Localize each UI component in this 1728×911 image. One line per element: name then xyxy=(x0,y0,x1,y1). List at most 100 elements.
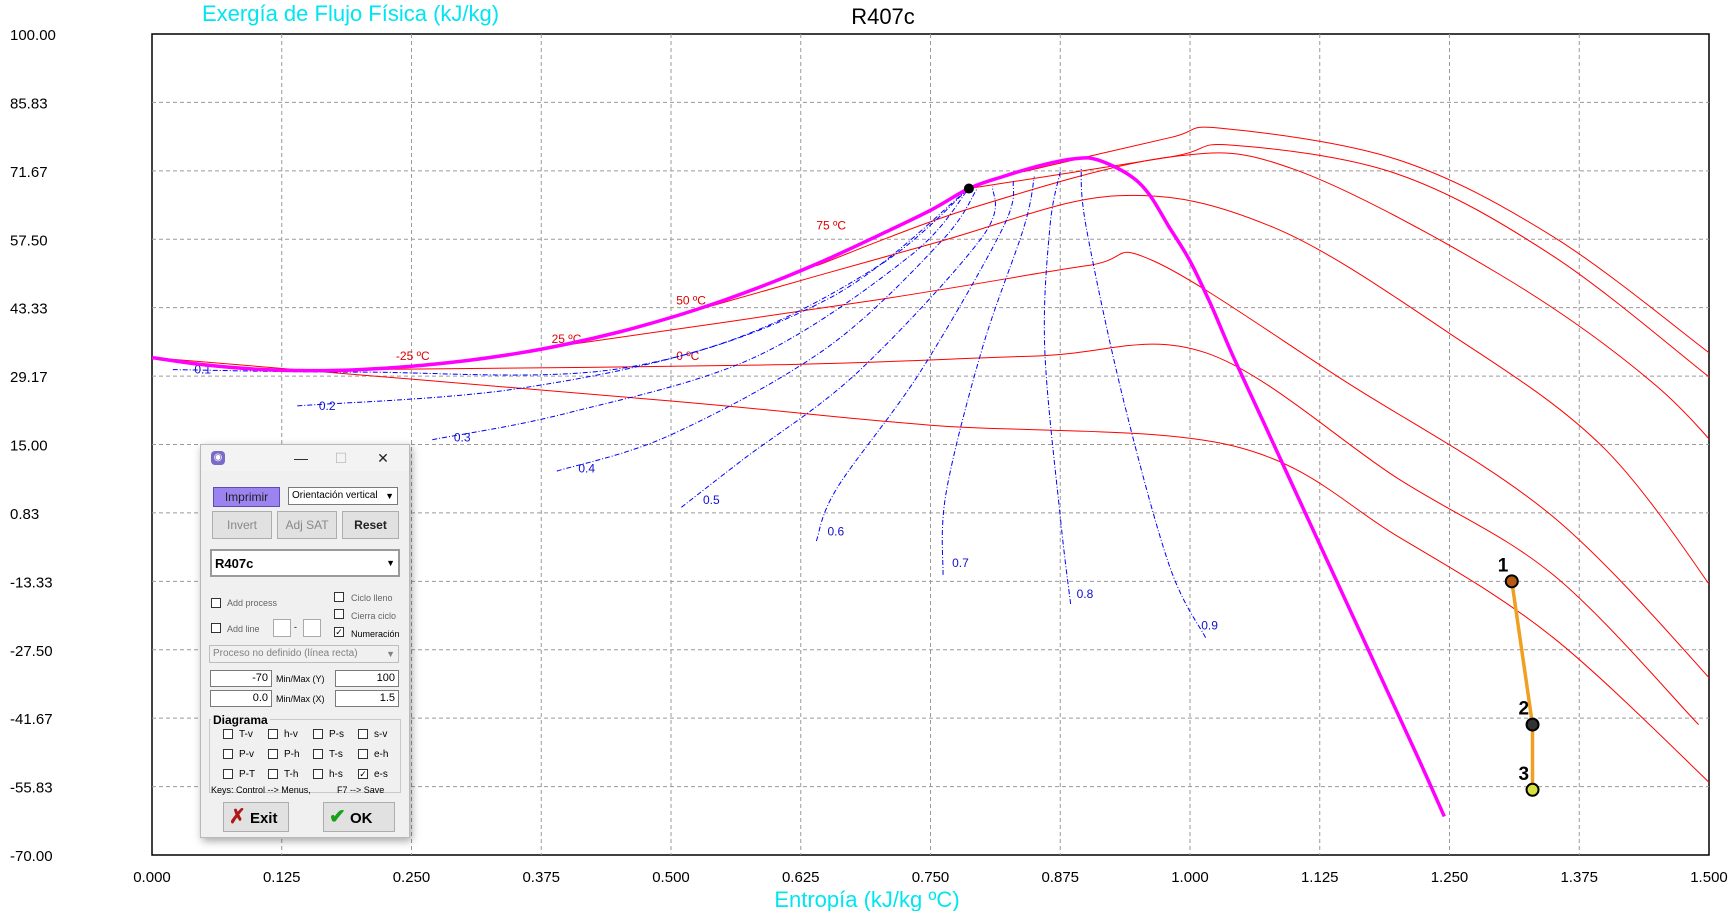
orientation-value: Orientación vertical xyxy=(292,490,378,501)
x-tick-label: 0.625 xyxy=(782,869,820,886)
diagram-checkbox-e-h[interactable] xyxy=(358,749,368,759)
quality-label: 0.9 xyxy=(1201,619,1218,633)
numeracion-checkbox[interactable]: ✓ xyxy=(334,627,344,637)
quality-line xyxy=(1043,171,1072,604)
orientation-select[interactable]: Orientación vertical ▼ xyxy=(288,487,398,505)
exit-label: Exit xyxy=(249,810,278,827)
settings-dialog: ◉ — ☐ ✕ Imprimir Orientación vertical ▼ … xyxy=(200,444,410,838)
x-tick-label: 1.125 xyxy=(1301,869,1339,886)
diagram-label: T-h xyxy=(284,769,299,780)
max-x-input[interactable]: 1.5 xyxy=(335,690,399,707)
y-tick-label: -70.00 xyxy=(10,848,53,865)
y-tick-label: 85.83 xyxy=(10,95,48,112)
app-logo-icon: ◉ xyxy=(211,451,225,465)
minmax-x-label: Min/Max (X) xyxy=(276,694,325,704)
diagram-group-title: Diagrama xyxy=(211,713,270,727)
diagram-label: h-v xyxy=(284,729,298,740)
y-tick-label: -13.33 xyxy=(10,574,53,591)
process-point xyxy=(1504,574,1519,589)
max-y-input[interactable]: 100 xyxy=(335,670,399,687)
diagram-checkbox-h-v[interactable] xyxy=(268,729,278,739)
diagram-checkbox-h-s[interactable] xyxy=(313,769,323,779)
diagram-checkbox-p-t[interactable] xyxy=(223,769,233,779)
fluid-select[interactable]: R407c ▼ xyxy=(210,549,400,577)
quality-line xyxy=(681,186,996,508)
diagram-checkbox-t-v[interactable] xyxy=(223,729,233,739)
quality-label: 0.3 xyxy=(454,430,471,444)
x-tick-label: 1.375 xyxy=(1560,869,1598,886)
invert-button[interactable]: Invert xyxy=(212,511,272,539)
diagram-checkbox-p-h[interactable] xyxy=(268,749,278,759)
add-process-checkbox[interactable] xyxy=(211,598,221,608)
min-y-input[interactable]: -70 xyxy=(210,670,272,687)
isotherm-line xyxy=(816,152,1709,440)
diagram-label: P-v xyxy=(239,749,254,760)
add-line-checkbox[interactable] xyxy=(211,623,221,633)
exit-button[interactable]: ✗ Exit xyxy=(223,802,289,832)
reset-button[interactable]: Reset xyxy=(342,511,399,539)
line-separator: - xyxy=(294,622,297,632)
diagram-label: T-s xyxy=(329,749,343,760)
close-button[interactable]: ✕ xyxy=(377,450,389,466)
x-tick-label: 1.000 xyxy=(1171,869,1209,886)
diagram-checkbox-e-s[interactable]: ✓ xyxy=(358,769,368,779)
diagram-label: e-s xyxy=(374,769,388,780)
quality-line xyxy=(556,188,978,472)
y-tick-label: -27.50 xyxy=(10,643,53,660)
diagram-checkbox-t-h[interactable] xyxy=(268,769,278,779)
diagram-checkbox-t-s[interactable] xyxy=(313,749,323,759)
isotherm-line xyxy=(670,194,1709,586)
critical-point xyxy=(963,183,974,194)
process-point xyxy=(1525,717,1540,732)
y-tick-label: 71.67 xyxy=(10,164,48,181)
process-point xyxy=(1525,782,1540,797)
x-tick-label: 1.500 xyxy=(1690,869,1728,886)
diagram-label: e-h xyxy=(374,749,389,760)
isotherm-line xyxy=(359,343,1699,725)
min-x-input[interactable]: 0.0 xyxy=(210,690,272,707)
isotherm-line xyxy=(968,144,1709,378)
quality-line xyxy=(172,188,970,376)
dialog-titlebar[interactable]: ◉ — ☐ ✕ xyxy=(201,445,409,471)
chevron-down-icon: ▼ xyxy=(386,558,395,568)
diagram-group xyxy=(209,719,401,793)
diagram-checkbox-p-s[interactable] xyxy=(313,729,323,739)
cierra-ciclo-label: Cierra ciclo xyxy=(351,611,397,621)
y-axis-title: Exergía de Flujo Física (kJ/kg) xyxy=(202,1,499,26)
ciclo-lleno-checkbox[interactable] xyxy=(334,592,344,602)
keys-hint: Keys: Control --> Menus, xyxy=(211,785,311,795)
quality-line xyxy=(432,188,970,441)
ok-button[interactable]: ✔ OK xyxy=(323,802,395,832)
fluid-value: R407c xyxy=(215,556,254,571)
add-line-label: Add line xyxy=(227,624,260,634)
y-tick-label: 43.33 xyxy=(10,301,48,318)
quality-label: 0.4 xyxy=(578,462,595,476)
x-axis-title: Entropía (kJ/kg ºC) xyxy=(774,887,959,911)
process-point-label: 2 xyxy=(1519,699,1530,720)
numeracion-label: Numeración xyxy=(351,629,400,639)
process-type-value: Proceso no definido (línea recta) xyxy=(213,648,358,659)
process-type-select: Proceso no definido (línea recta) ▼ xyxy=(209,645,399,663)
save-hint: F7 --> Save xyxy=(337,785,385,795)
y-tick-label: 57.50 xyxy=(10,232,48,249)
checkmark-icon: ✔ xyxy=(329,806,346,828)
x-tick-label: 0.250 xyxy=(393,869,431,886)
y-tick-label: -41.67 xyxy=(10,711,53,728)
diagram-checkbox-s-v[interactable] xyxy=(358,729,368,739)
cierra-ciclo-checkbox[interactable] xyxy=(334,609,344,619)
ok-label: OK xyxy=(349,810,373,827)
line-from-input[interactable] xyxy=(273,619,291,637)
x-tick-label: 0.875 xyxy=(1041,869,1079,886)
y-tick-label: 15.00 xyxy=(10,438,48,455)
diagram-checkbox-p-v[interactable] xyxy=(223,749,233,759)
quality-label: 0.7 xyxy=(952,556,969,570)
line-to-input[interactable] xyxy=(303,619,321,637)
chevron-down-icon: ▼ xyxy=(385,491,394,501)
isotherm-line xyxy=(1023,126,1709,354)
saturation-dome xyxy=(152,156,1446,818)
print-button[interactable]: Imprimir xyxy=(213,487,280,507)
adj-sat-button[interactable]: Adj SAT xyxy=(277,511,337,539)
minimize-button[interactable]: — xyxy=(294,450,308,466)
x-tick-label: 0.375 xyxy=(522,869,560,886)
